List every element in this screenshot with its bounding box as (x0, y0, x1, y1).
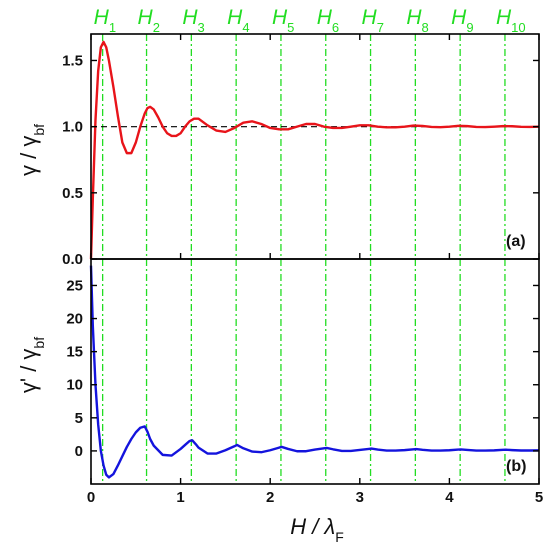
ytick-label-a-3: 1.5 (62, 52, 83, 69)
ytick-label-a-1: 0.5 (62, 185, 83, 202)
axes-frames (90, 33, 540, 485)
xtick-label-5: 5 (535, 489, 543, 506)
ytick-label-a-2: 1.0 (62, 119, 83, 136)
series-group-a (89, 40, 540, 260)
ytick-label-a-0: 0.0 (62, 251, 83, 268)
marker-label-5: H5 (272, 6, 294, 35)
marker-label-3: H3 (182, 6, 204, 35)
marker-label-10: H10 (496, 6, 526, 35)
ytick-label-b-5: 25 (66, 277, 83, 294)
xtick-label-4: 4 (445, 489, 454, 506)
ytick-label-b-2: 10 (66, 377, 83, 394)
marker-label-6: H6 (317, 6, 339, 35)
marker-label-2: H2 (138, 6, 160, 35)
xtick-label-1: 1 (176, 489, 184, 506)
marker-labels: H1 H2 H3 H4 H5 H6 H7 H8 H9 H10 (94, 6, 526, 35)
frame-a (90, 33, 540, 260)
marker-label-4: H4 (227, 6, 249, 35)
series-group-b (89, 265, 540, 479)
panel-tag-b: (b) (506, 458, 526, 475)
series-line-b-1 (89, 265, 540, 479)
ytick-label-b-3: 15 (66, 344, 83, 361)
marker-label-8: H8 (406, 6, 428, 35)
ytick-label-b-4: 20 (66, 311, 83, 328)
series-line-a-1 (89, 40, 540, 260)
panel-tag-a: (a) (506, 233, 526, 250)
marker-label-1: H1 (94, 6, 116, 35)
ytick-label-b-0: 0 (75, 443, 83, 460)
xtick-label-3: 3 (356, 489, 364, 506)
xlabel: H / λF (290, 514, 344, 545)
frame-b (90, 258, 540, 485)
ticks: 0.0 0.5 1.0 1.5 0 5 10 15 20 25 0 1 2 3 4 5 (62, 34, 543, 506)
ylabel-b: γ' / γbf (16, 337, 47, 393)
marker-label-9: H9 (451, 6, 473, 35)
xtick-label-2: 2 (266, 489, 274, 506)
ylabel-a: γ / γbf (16, 124, 47, 176)
ytick-label-b-1: 5 (75, 410, 83, 427)
xtick-label-0: 0 (87, 489, 95, 506)
marker-label-7: H7 (362, 6, 384, 35)
